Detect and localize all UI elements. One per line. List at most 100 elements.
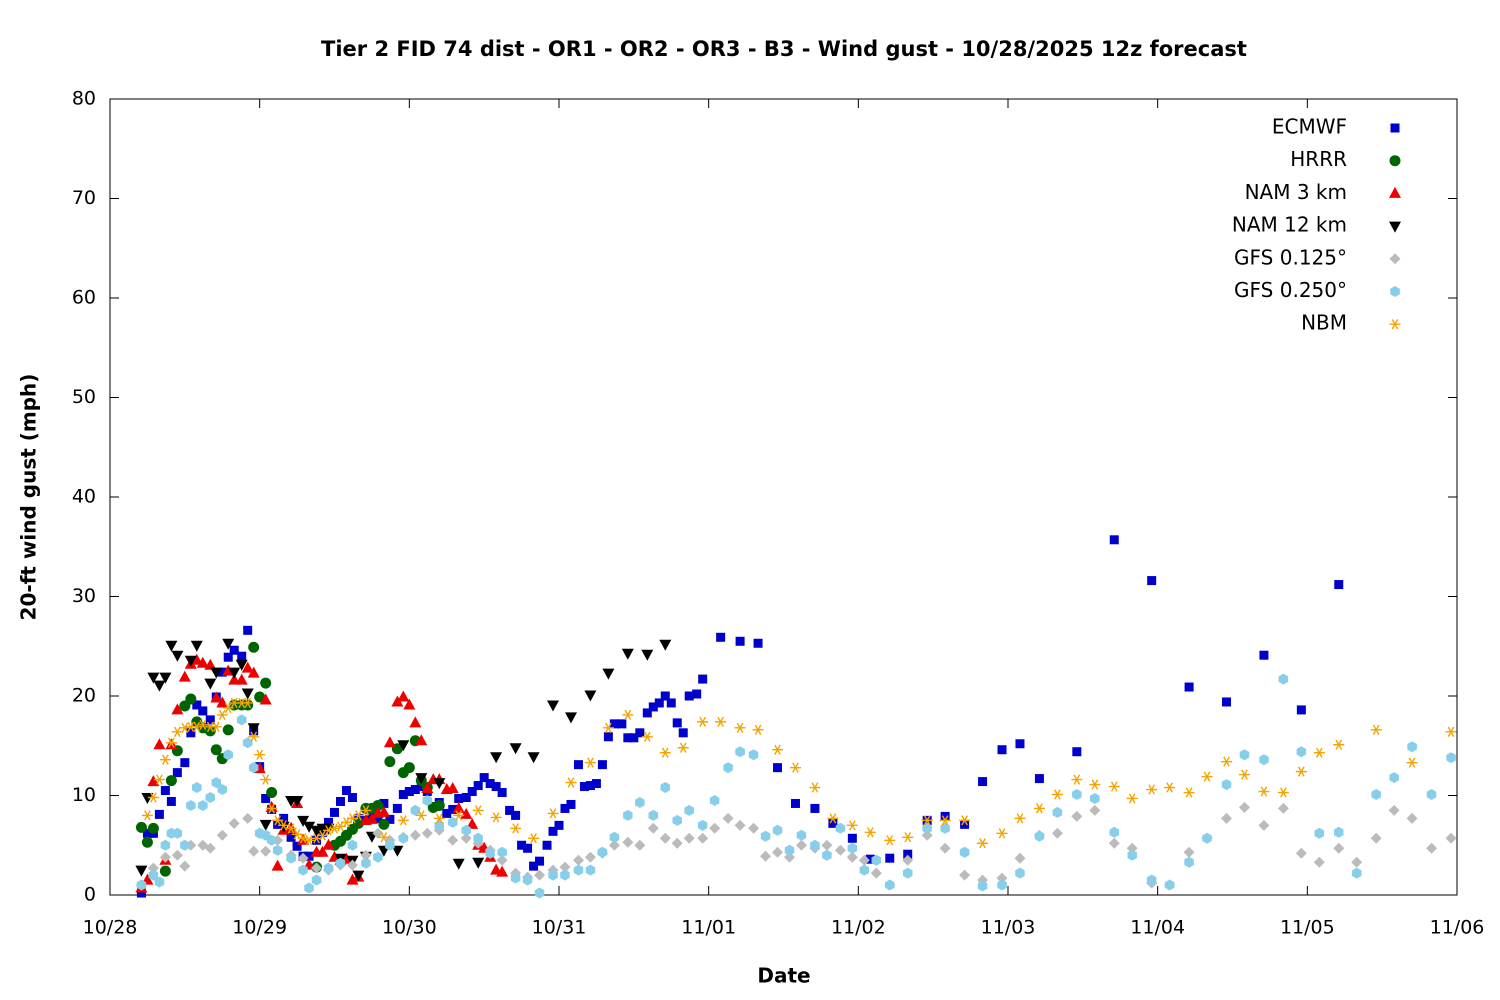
marker-square xyxy=(416,782,426,792)
marker-hexagon xyxy=(461,824,471,836)
marker-hexagon xyxy=(859,864,870,876)
marker-triangle-down xyxy=(141,793,154,804)
marker-square xyxy=(960,819,970,829)
marker-diamond xyxy=(1406,812,1418,824)
marker-asterisk xyxy=(1089,779,1101,790)
marker-hexagon xyxy=(1072,789,1082,800)
marker-diamond xyxy=(671,837,683,849)
marker-hexagon xyxy=(772,824,783,836)
marker-square xyxy=(654,698,664,708)
marker-asterisk xyxy=(809,782,821,793)
marker-square xyxy=(585,781,595,791)
y-tick-label: 50 xyxy=(72,386,96,408)
marker-triangle xyxy=(391,695,404,707)
marker-hexagon xyxy=(684,804,694,816)
marker-square xyxy=(940,811,950,821)
marker-hexagon xyxy=(205,792,215,803)
marker-diamond xyxy=(921,829,933,841)
marker-hexagon xyxy=(1090,793,1100,804)
marker-asterisk xyxy=(153,774,165,785)
marker-triangle-down xyxy=(352,870,365,882)
marker-triangle-down xyxy=(184,655,197,667)
marker-hexagon xyxy=(748,749,759,761)
marker-square xyxy=(1222,697,1232,707)
marker-asterisk xyxy=(415,810,427,821)
marker-hexagon xyxy=(940,822,950,834)
marker-triangle-down xyxy=(391,845,404,857)
marker-diamond xyxy=(1370,832,1382,844)
marker-hexagon xyxy=(1221,779,1232,791)
marker-asterisk xyxy=(210,721,222,732)
marker-square xyxy=(142,828,152,838)
marker-square xyxy=(997,745,1007,755)
marker-hexagon xyxy=(385,839,395,851)
marker-hexagon xyxy=(473,832,483,844)
x-tick-label: 11/06 xyxy=(1430,917,1485,939)
marker-circle xyxy=(159,865,171,877)
marker-asterisk xyxy=(547,808,559,819)
marker-triangle-down xyxy=(297,815,310,827)
marker-hexagon xyxy=(410,804,421,816)
marker-triangle xyxy=(147,775,160,787)
marker-hexagon xyxy=(186,800,196,811)
marker-hexagon xyxy=(236,714,247,726)
marker-square xyxy=(1072,747,1082,757)
marker-triangle xyxy=(415,734,428,746)
marker-diamond xyxy=(171,849,183,861)
marker-asterisk xyxy=(472,805,484,816)
marker-square xyxy=(229,645,239,655)
marker-circle xyxy=(372,799,384,811)
marker-asterisk xyxy=(921,815,933,826)
marker-diamond xyxy=(634,839,646,851)
x-tick-label: 10/30 xyxy=(382,917,437,939)
marker-diamond xyxy=(784,851,795,863)
marker-hexagon xyxy=(248,762,259,774)
marker-circle xyxy=(384,756,396,768)
marker-square xyxy=(554,820,564,830)
marker-triangle xyxy=(452,801,465,813)
marker-asterisk xyxy=(939,815,951,826)
marker-diamond xyxy=(772,846,783,858)
marker-asterisk xyxy=(297,833,309,844)
marker-square xyxy=(237,651,247,661)
marker-square xyxy=(511,810,521,820)
marker-square xyxy=(461,792,471,802)
marker-asterisk xyxy=(602,722,614,733)
marker-asterisk xyxy=(734,722,746,733)
marker-triangle-down xyxy=(165,640,178,652)
marker-hexagon xyxy=(1109,826,1119,838)
marker-triangle-down xyxy=(259,819,272,831)
marker-square xyxy=(261,793,271,803)
marker-square xyxy=(672,718,682,728)
marker-asterisk xyxy=(147,792,159,803)
marker-square xyxy=(186,728,196,738)
marker-square xyxy=(847,833,857,843)
marker-hexagon xyxy=(497,846,507,858)
legend-marker xyxy=(1390,286,1400,297)
marker-square xyxy=(1184,682,1194,692)
marker-diamond xyxy=(1333,842,1345,854)
y-tick-label: 20 xyxy=(72,685,96,707)
marker-square xyxy=(698,674,708,684)
marker-asterisk xyxy=(677,742,689,753)
marker-triangle-down xyxy=(509,743,522,755)
marker-square xyxy=(485,779,495,789)
marker-triangle xyxy=(178,670,191,682)
marker-square xyxy=(398,790,408,800)
marker-hexagon xyxy=(548,869,558,881)
marker-asterisk xyxy=(352,810,364,821)
marker-square xyxy=(542,840,552,850)
marker-diamond xyxy=(1388,804,1400,816)
marker-asterisk xyxy=(1370,724,1382,735)
marker-diamond xyxy=(360,849,372,861)
marker-square xyxy=(273,819,283,829)
marker-asterisk xyxy=(977,838,989,849)
marker-diamond xyxy=(870,867,882,879)
marker-hexagon xyxy=(1426,789,1437,800)
marker-hexagon xyxy=(1015,867,1025,879)
marker-asterisk xyxy=(1164,782,1176,793)
marker-square xyxy=(467,787,477,797)
marker-hexagon xyxy=(1334,826,1344,838)
marker-circle xyxy=(165,775,177,787)
marker-hexagon xyxy=(997,879,1007,891)
